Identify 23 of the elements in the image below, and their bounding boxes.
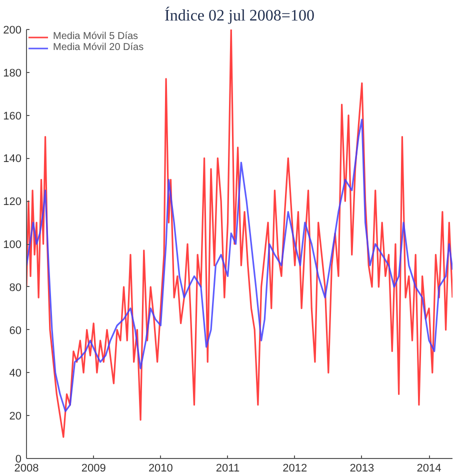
y-tick-label: 0 [15, 454, 22, 466]
y-tick-label: 20 [9, 410, 22, 423]
chart-title: Índice 02 jul 2008=100 [164, 6, 314, 24]
y-tick-label: 100 [3, 239, 22, 251]
y-tick-label: 180 [3, 67, 22, 80]
y-tick-label: 80 [9, 282, 22, 294]
x-tick-label: 2011 [216, 462, 240, 474]
x-tick-label: 2013 [350, 462, 374, 474]
line-series [26, 30, 452, 438]
y-tick-label: 120 [3, 196, 22, 208]
legend-label: Media Móvil 5 Días [53, 31, 138, 42]
y-tick-label: 140 [3, 153, 22, 166]
y-tick-label: 40 [9, 368, 22, 380]
x-tick-label: 2009 [81, 462, 106, 474]
x-tick-label: 2008 [14, 462, 39, 474]
x-tick-label: 2012 [282, 462, 308, 474]
x-tick-label: 2014 [416, 462, 442, 474]
y-tick-label: 160 [3, 110, 22, 122]
x-tick-label: 2010 [148, 462, 173, 474]
y-tick-label: 60 [9, 324, 22, 337]
legend-label: Media Móvil 20 Días [53, 42, 144, 53]
y-tick-label: 200 [3, 24, 22, 36]
line-series [26, 118, 452, 412]
